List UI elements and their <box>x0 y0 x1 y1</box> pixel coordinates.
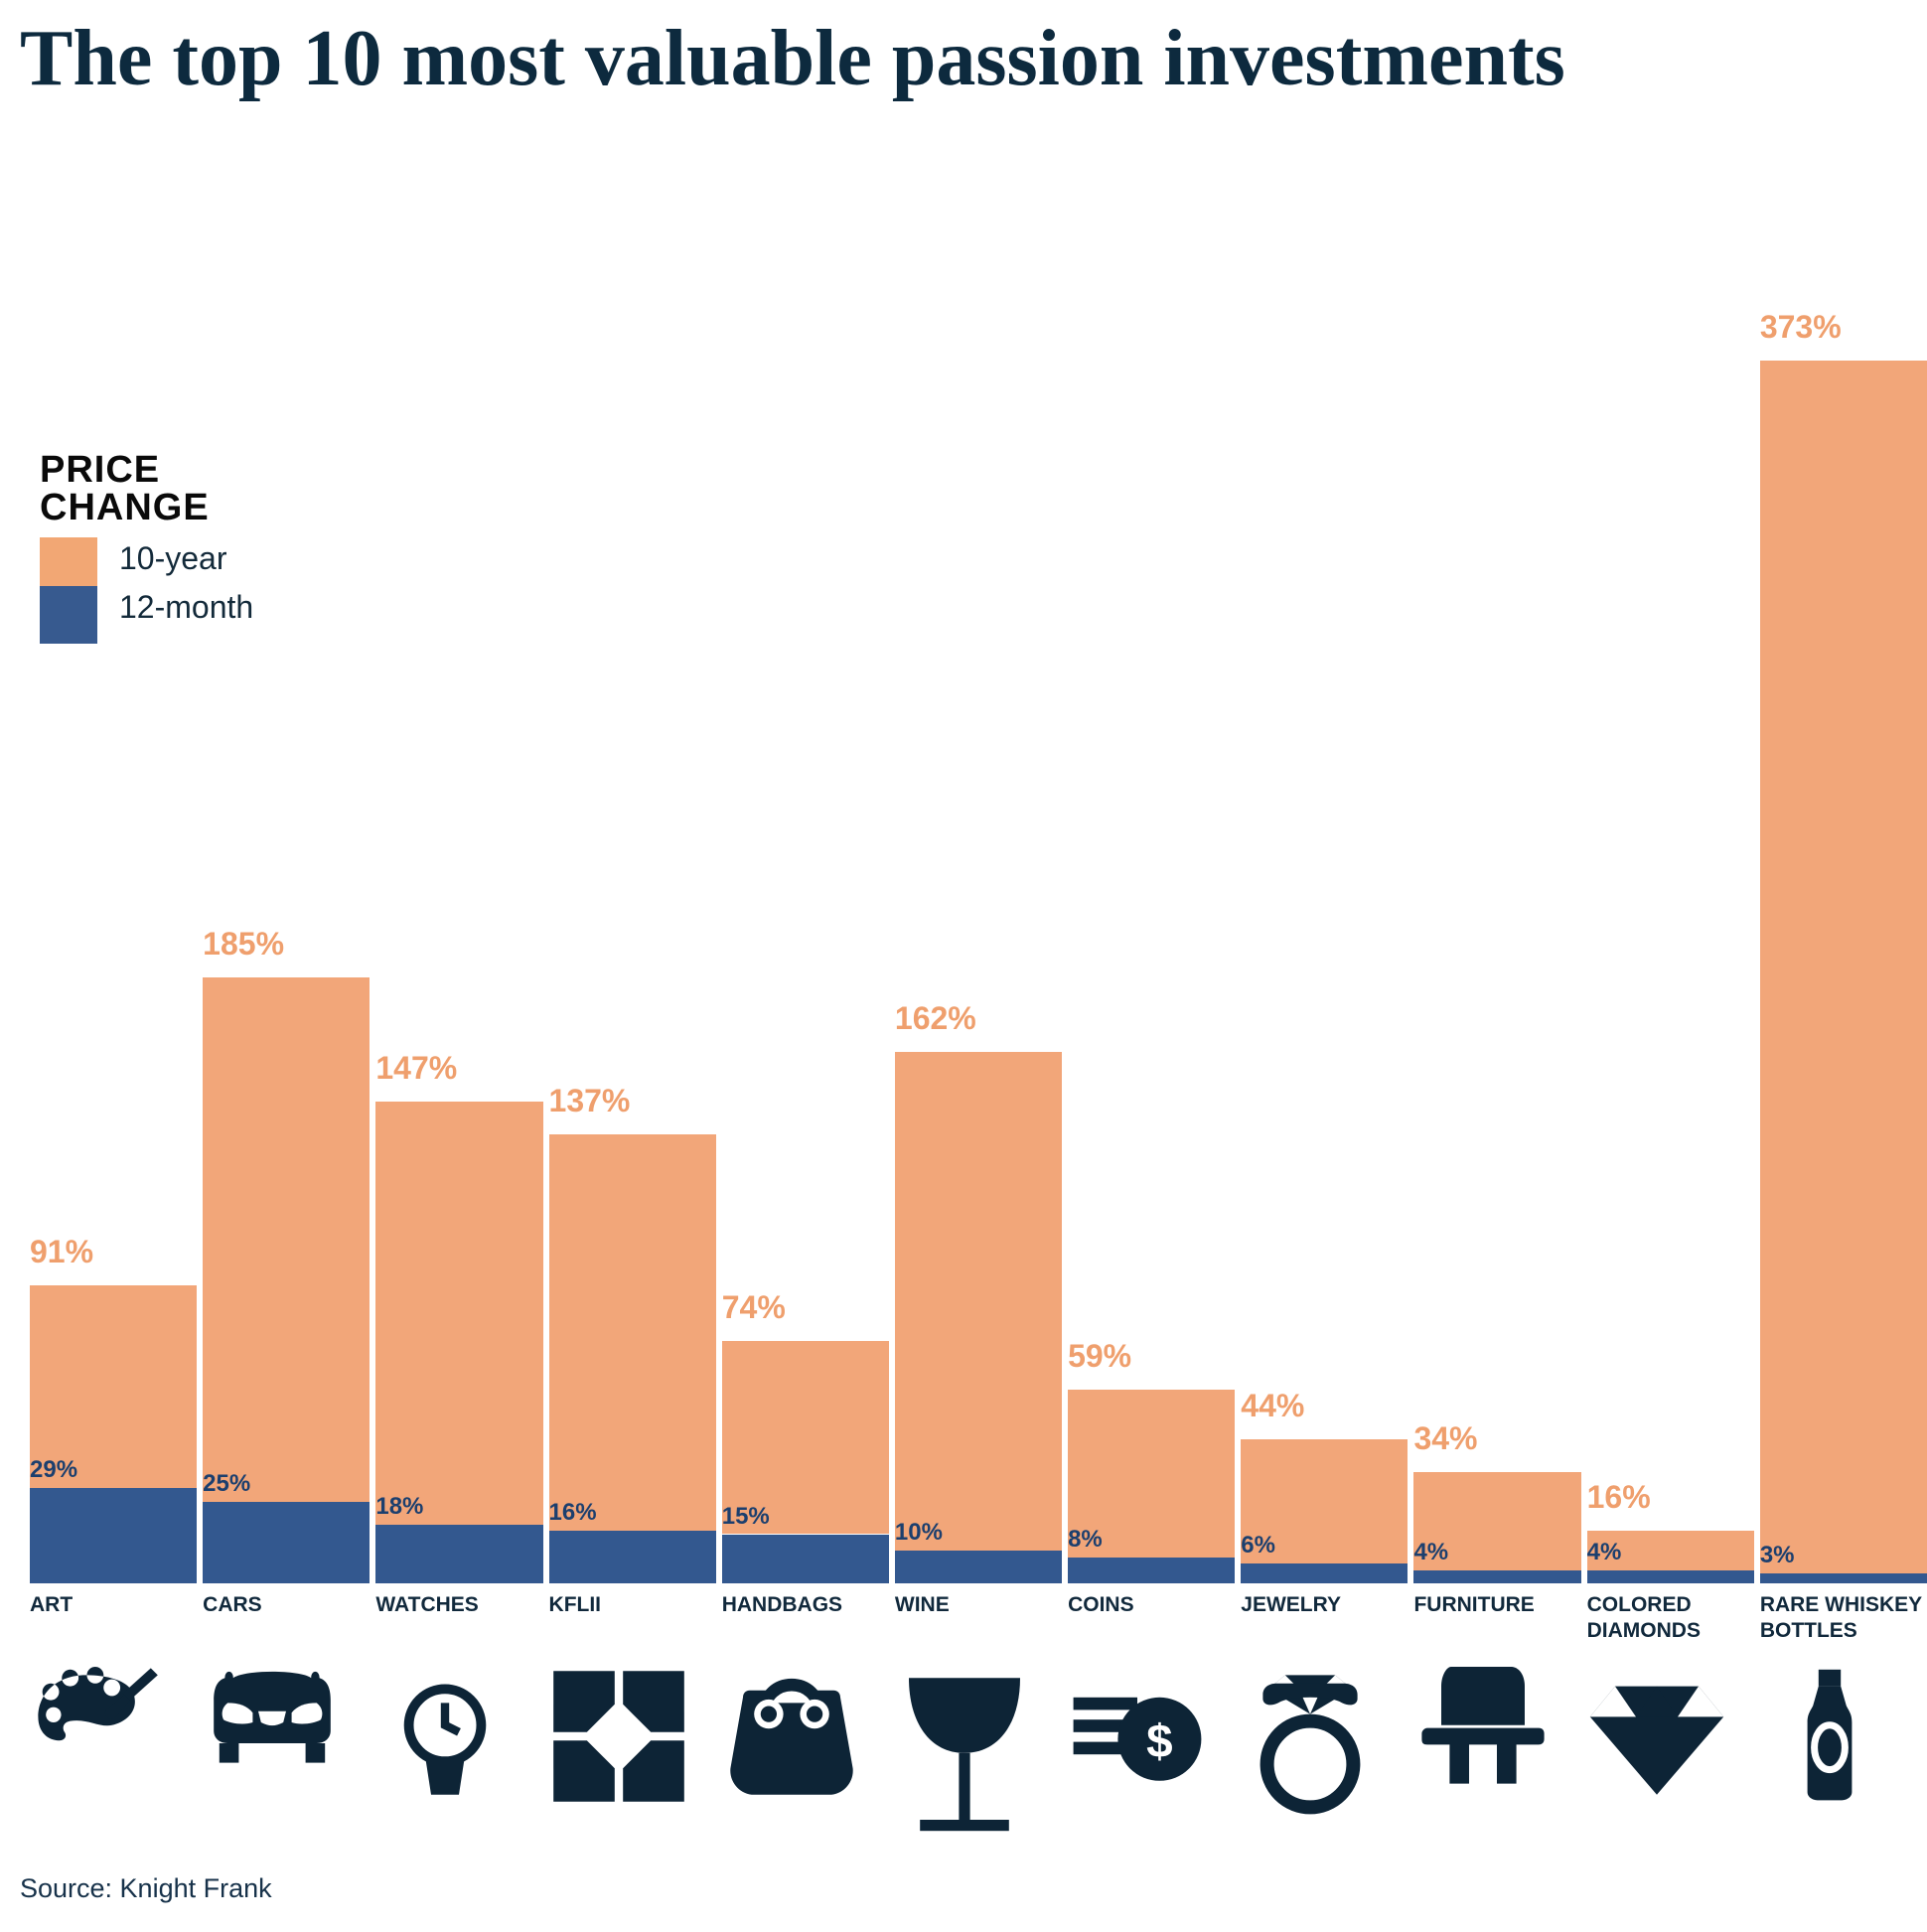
svg-text:$: $ <box>1146 1715 1172 1768</box>
